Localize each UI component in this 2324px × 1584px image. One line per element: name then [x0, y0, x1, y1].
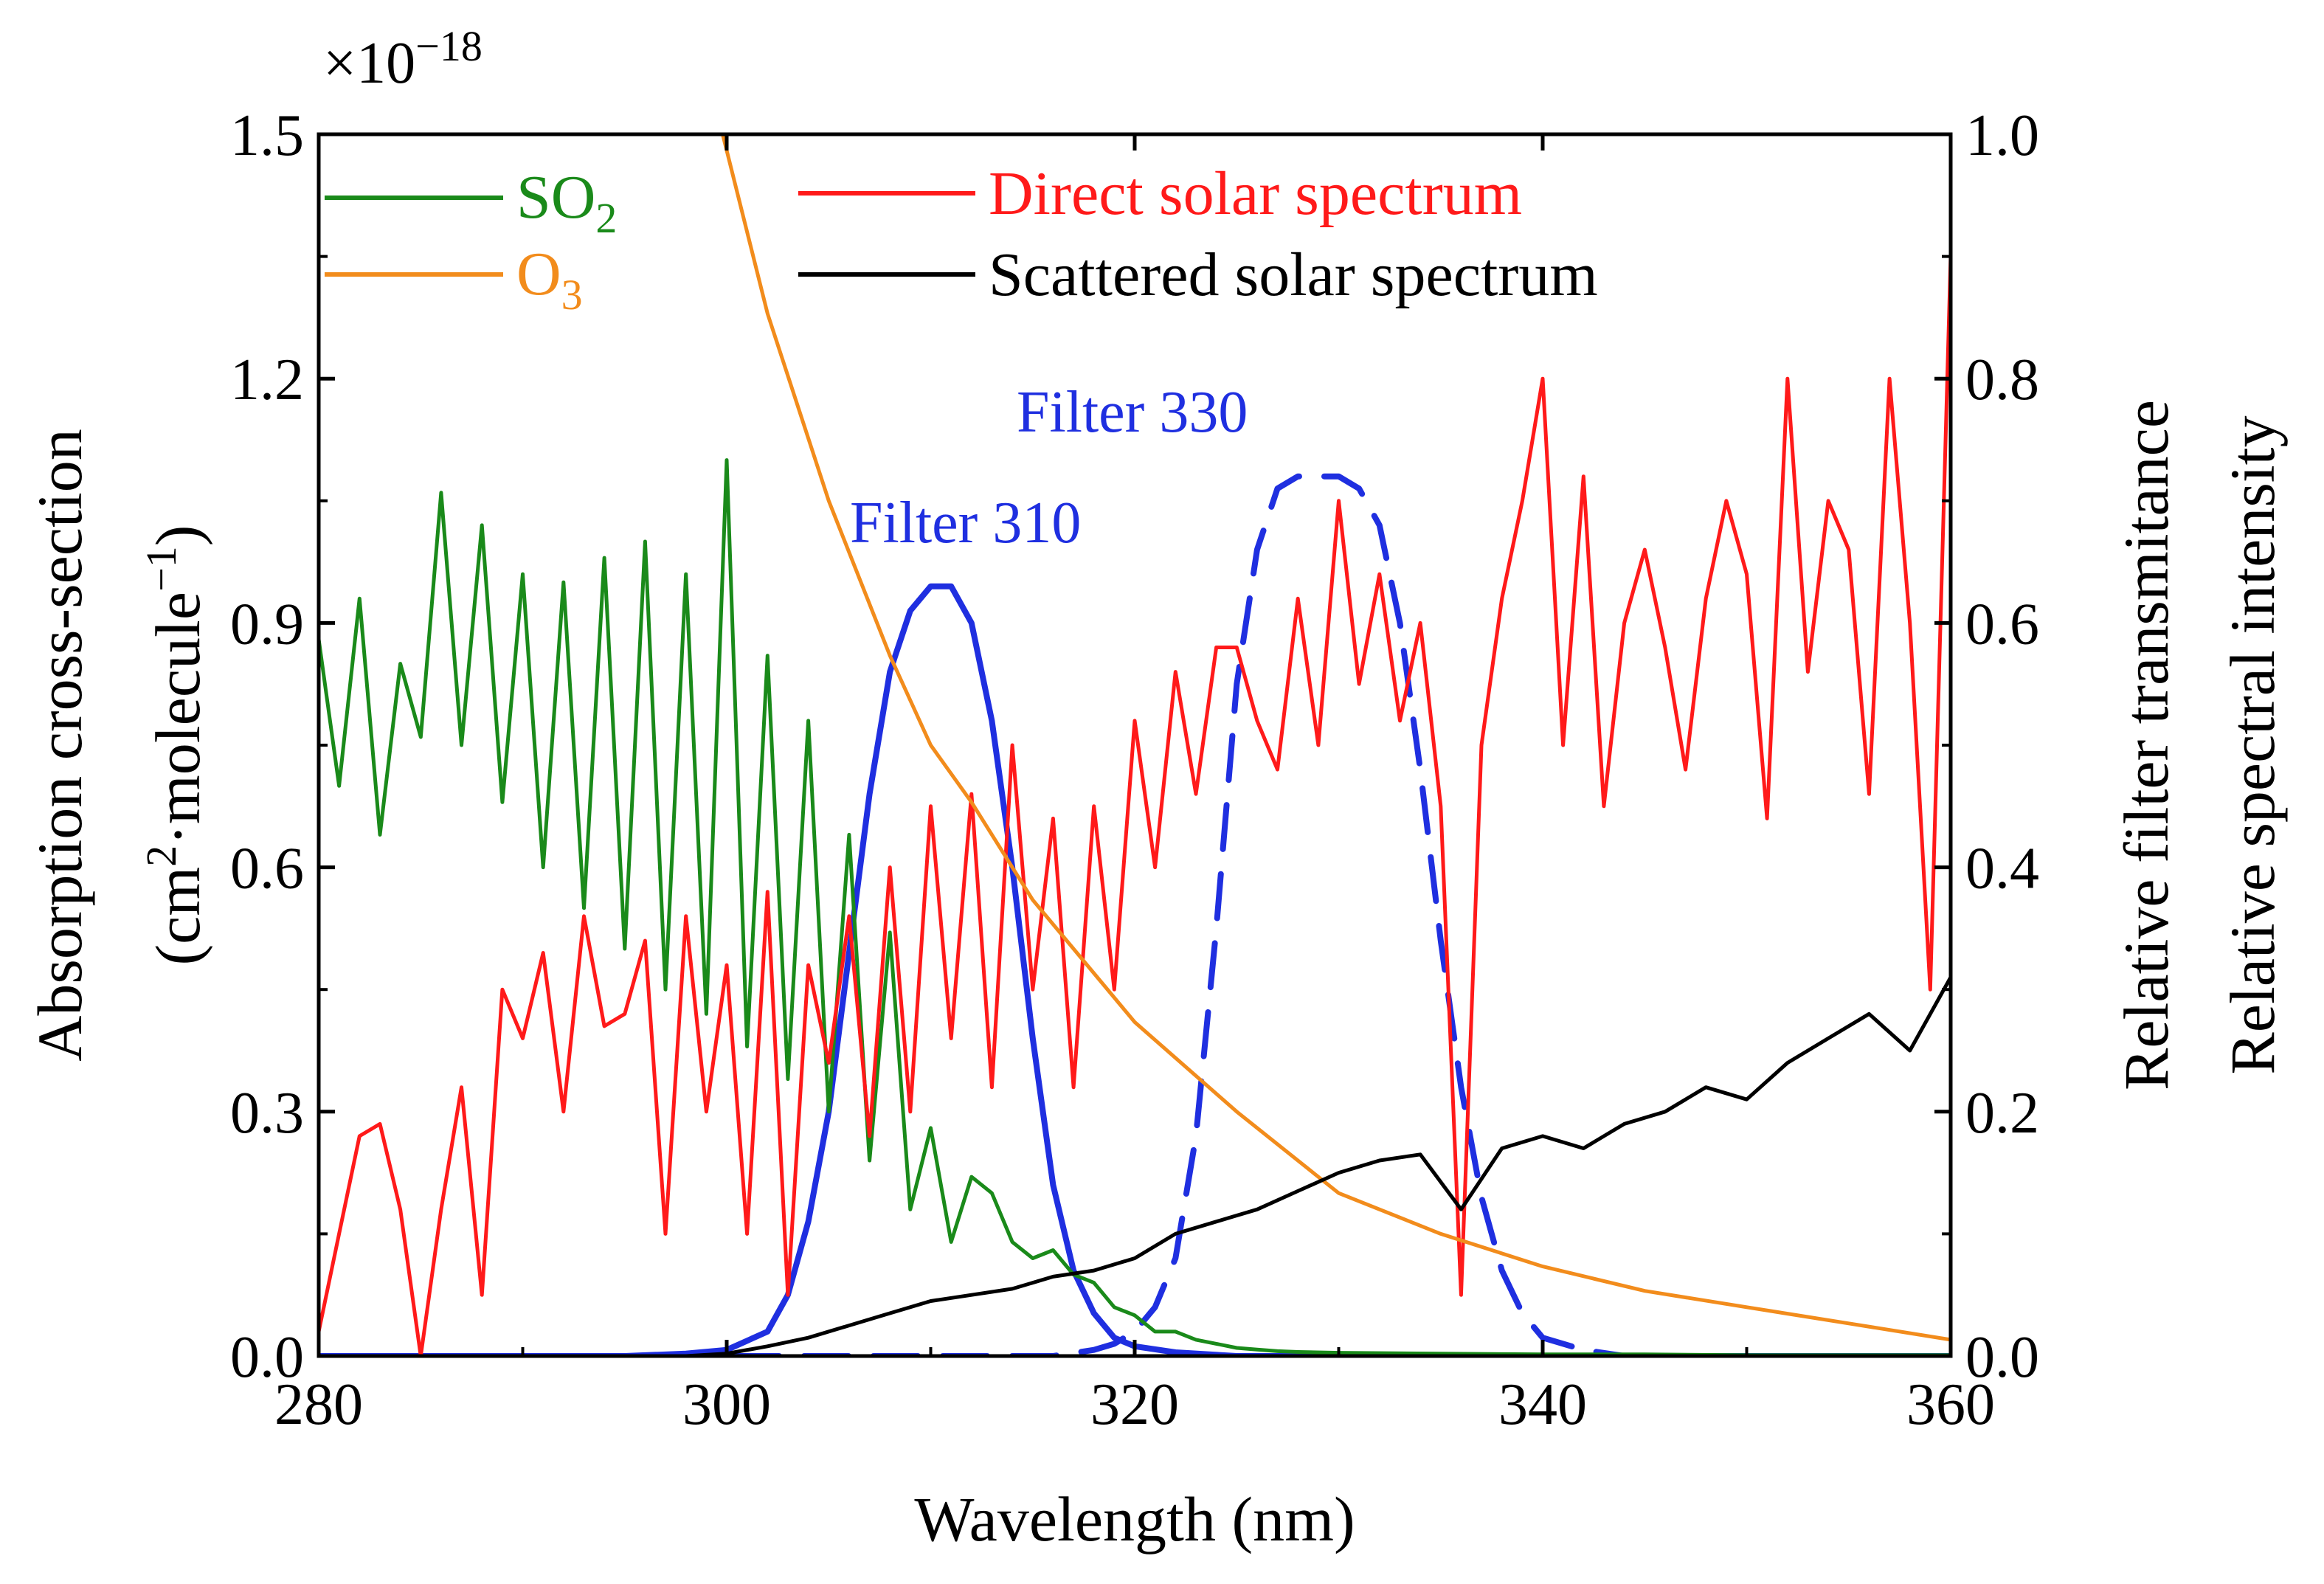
legend-label-direct: Direct solar spectrum — [989, 159, 1522, 228]
y-left-tick-label: 0.9 — [230, 592, 304, 657]
y-right-tick-label: 0.6 — [1965, 592, 2039, 657]
y-axis-left-title-line1: Absorption cross-section — [24, 429, 95, 1061]
scale-label-exp: −18 — [415, 22, 483, 70]
y-right-tick-label: 0.2 — [1965, 1081, 2039, 1146]
legend-so2-sub: 2 — [595, 194, 617, 242]
legend-o3-name: O — [516, 240, 561, 308]
series-direct-line — [319, 255, 1951, 1356]
x-axis-title: Wavelength (nm) — [914, 1484, 1355, 1554]
ylabel-sup2: −1 — [137, 546, 185, 592]
legend-label-so2: SO2 — [516, 163, 617, 242]
ylabel-sup1: 2 — [137, 845, 185, 867]
y-axis-right-title-1: Relative filter transmitance — [2111, 400, 2182, 1090]
y-right-tick-label: 0.4 — [1965, 837, 2039, 902]
y-left-tick-label: 1.2 — [230, 347, 304, 412]
series-o3-line — [721, 134, 1951, 1342]
legend-so2-name: SO — [516, 163, 595, 232]
x-tick-label: 280 — [274, 1372, 363, 1437]
x-tick-label: 340 — [1498, 1372, 1587, 1437]
ylabel-pre: (cm — [142, 867, 213, 966]
scale-label-base: ×10 — [323, 31, 415, 96]
series-f330-line — [319, 473, 1951, 1356]
ylabel-mid: ·molecule — [142, 592, 213, 845]
y-left-tick-label: 0.3 — [230, 1081, 304, 1146]
y-right-tick-label: 0.0 — [1965, 1325, 2039, 1390]
series-layer — [319, 134, 1951, 1356]
annotation-filter-330: Filter 330 — [1017, 380, 1248, 445]
series-scattered-line — [643, 975, 1951, 1356]
legend-label-o3: O3 — [516, 240, 583, 319]
y-right-tick-label: 1.0 — [1965, 103, 2039, 168]
y-left-tick-label: 0.6 — [230, 837, 304, 902]
y-left-tick-label: 1.5 — [230, 103, 304, 168]
y-axis-left-title-line2: (cm2·molecule−1) — [137, 525, 213, 966]
annotation-filter-310: Filter 310 — [850, 491, 1081, 556]
x-tick-label: 320 — [1090, 1372, 1179, 1437]
x-tick-label: 300 — [682, 1372, 771, 1437]
y-left-tick-label: 0.0 — [230, 1325, 304, 1390]
x-tick-label: 360 — [1906, 1372, 1995, 1437]
y-right-tick-label: 0.8 — [1965, 347, 2039, 412]
series-f310-line — [319, 583, 1951, 1356]
ylabel-post: ) — [142, 525, 213, 547]
legend-o3-sub: 3 — [561, 271, 583, 319]
series-so2-line — [319, 458, 1951, 1356]
scale-label: ×10−18 — [323, 22, 483, 96]
legend: SO2 O3 Direct solar spectrum Scattered s… — [325, 159, 1598, 319]
axes-layer: 280 300 320 340 3600.00.30.60.91.21.50.00.20… — [230, 103, 2039, 1437]
legend-label-scattered: Scattered solar spectrum — [989, 241, 1598, 309]
y-axis-right-title-2: Relative spectral intensity — [2217, 415, 2288, 1074]
